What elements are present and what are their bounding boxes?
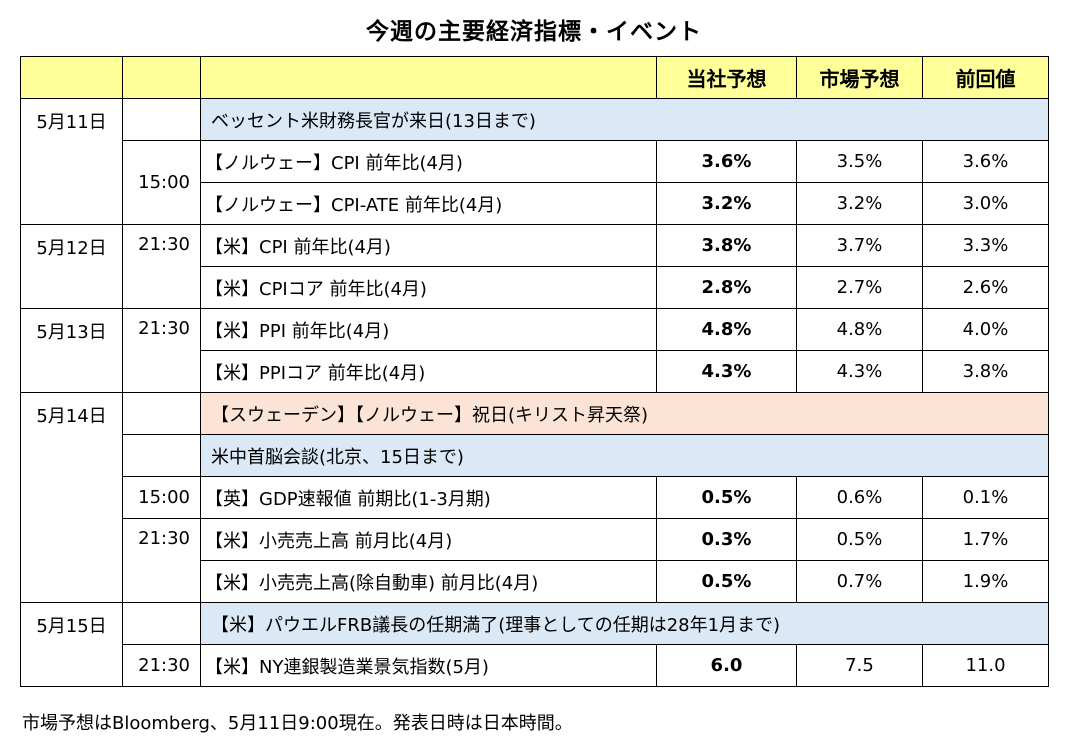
table-row: 【米】PPIコア 前年比(4月) 4.3% 4.3% 3.8%	[21, 350, 1049, 393]
time-cell	[122, 98, 201, 141]
date-cell: 5月12日	[20, 224, 123, 309]
table-row: 21:30 【米】小売売上高 前月比(4月) 0.3% 0.5% 1.7%	[21, 518, 1049, 603]
market-forecast-cell: 3.5%	[796, 140, 923, 183]
item-cell: 【米】CPIコア 前年比(4月)	[200, 266, 657, 309]
time-cell: 15:00	[122, 140, 201, 225]
previous-value-cell: 3.8%	[922, 350, 1049, 393]
market-forecast-cell: 0.5%	[796, 518, 923, 561]
item-cell: 【ノルウェー】CPI-ATE 前年比(4月)	[200, 182, 657, 225]
market-forecast-cell: 3.7%	[796, 224, 923, 267]
date-cell: 5月13日	[20, 308, 123, 393]
table-row: 【米】CPIコア 前年比(4月) 2.8% 2.7% 2.6%	[21, 266, 1049, 309]
previous-value-cell: 3.0%	[922, 182, 1049, 225]
table-row: 【ノルウェー】CPI-ATE 前年比(4月) 3.2% 3.2% 3.0%	[21, 182, 1049, 225]
event-cell: 【米】パウエルFRB議長の任期満了(理事としての任期は28年1月まで)	[200, 602, 1049, 645]
date-cell: 5月14日	[20, 392, 123, 603]
our-forecast-cell: 3.6%	[656, 140, 797, 183]
table-row: 15:00 【英】GDP速報値 前期比(1-3月期) 0.5% 0.6% 0.1…	[21, 476, 1049, 519]
our-forecast-cell: 0.3%	[656, 518, 797, 561]
table-row: 【米】小売売上高(除自動車) 前月比(4月) 0.5% 0.7% 1.9%	[21, 560, 1049, 603]
market-forecast-cell: 4.3%	[796, 350, 923, 393]
market-forecast-cell: 2.7%	[796, 266, 923, 309]
our-forecast-cell: 2.8%	[656, 266, 797, 309]
table-row: 21:30 【米】NY連銀製造業景気指数(5月) 6.0 7.5 11.0	[21, 644, 1049, 687]
table-row: 5月14日 【スウェーデン】【ノルウェー】祝日(キリスト昇天祭)	[20, 392, 1049, 603]
previous-value-cell: 0.1%	[922, 476, 1049, 519]
previous-value-cell: 11.0	[922, 644, 1049, 687]
time-cell: 21:30	[122, 308, 201, 393]
table-header-row: 当社予想 市場予想 前回値	[20, 56, 1049, 99]
table-row: 5月12日 21:30 【米】CPI 前年比(4月) 3.8% 3.7% 3.3…	[20, 224, 1049, 309]
market-forecast-cell: 4.8%	[796, 308, 923, 351]
header-time	[122, 56, 201, 99]
header-market-forecast: 市場予想	[796, 56, 923, 99]
table-row: 15:00 【ノルウェー】CPI 前年比(4月) 3.6% 3.5% 3.6%	[21, 140, 1049, 225]
item-cell: 【米】小売売上高 前月比(4月)	[200, 518, 657, 561]
footnote: 市場予想はBloomberg、5月11日9:00現在。発表日時は日本時間。	[22, 713, 573, 734]
our-forecast-cell: 0.5%	[656, 560, 797, 603]
header-our-forecast: 当社予想	[656, 56, 797, 99]
our-forecast-cell: 0.5%	[656, 476, 797, 519]
table-row: 米中首脳会談(北京、15日まで)	[21, 434, 1049, 477]
item-cell: 【米】NY連銀製造業景気指数(5月)	[200, 644, 657, 687]
previous-value-cell: 1.9%	[922, 560, 1049, 603]
item-cell: 【米】小売売上高(除自動車) 前月比(4月)	[200, 560, 657, 603]
table-row: 5月11日 ベッセント米財務長官が来日(13日まで)	[20, 98, 1049, 225]
header-previous: 前回値	[922, 56, 1049, 99]
our-forecast-cell: 6.0	[656, 644, 797, 687]
market-forecast-cell: 7.5	[796, 644, 923, 687]
event-cell: 米中首脳会談(北京、15日まで)	[200, 434, 1049, 477]
our-forecast-cell: 4.3%	[656, 350, 797, 393]
indicator-table: 当社予想 市場予想 前回値 5月11日 ベッセント米財務長官が来日(13日まで)…	[20, 56, 1049, 687]
previous-value-cell: 4.0%	[922, 308, 1049, 351]
event-cell: 【スウェーデン】【ノルウェー】祝日(キリスト昇天祭)	[200, 392, 1049, 435]
time-cell: 15:00	[122, 476, 201, 519]
item-cell: 【米】CPI 前年比(4月)	[200, 224, 657, 267]
item-cell: 【ノルウェー】CPI 前年比(4月)	[200, 140, 657, 183]
previous-value-cell: 2.6%	[922, 266, 1049, 309]
item-cell: 【米】PPI 前年比(4月)	[200, 308, 657, 351]
table-row: 5月13日 21:30 【米】PPI 前年比(4月) 4.8% 4.8% 4.0…	[20, 308, 1049, 393]
previous-value-cell: 3.6%	[922, 140, 1049, 183]
time-cell	[122, 602, 201, 645]
time-cell: 21:30	[122, 224, 201, 309]
date-cell: 5月15日	[20, 602, 123, 687]
event-cell: ベッセント米財務長官が来日(13日まで)	[200, 98, 1049, 141]
header-item	[200, 56, 657, 99]
our-forecast-cell: 3.2%	[656, 182, 797, 225]
time-cell: 21:30	[122, 518, 201, 603]
market-forecast-cell: 0.7%	[796, 560, 923, 603]
market-forecast-cell: 3.2%	[796, 182, 923, 225]
time-cell: 21:30	[122, 644, 201, 687]
time-cell	[122, 392, 201, 435]
date-cell: 5月11日	[20, 98, 123, 225]
item-cell: 【米】PPIコア 前年比(4月)	[200, 350, 657, 393]
page-title: 今週の主要経済指標・イベント	[366, 19, 702, 45]
time-cell	[122, 434, 201, 477]
header-date	[20, 56, 123, 99]
table-row: 5月15日 【米】パウエルFRB議長の任期満了(理事としての任期は28年1月まで…	[20, 602, 1049, 687]
our-forecast-cell: 4.8%	[656, 308, 797, 351]
previous-value-cell: 3.3%	[922, 224, 1049, 267]
market-forecast-cell: 0.6%	[796, 476, 923, 519]
previous-value-cell: 1.7%	[922, 518, 1049, 561]
our-forecast-cell: 3.8%	[656, 224, 797, 267]
item-cell: 【英】GDP速報値 前期比(1-3月期)	[200, 476, 657, 519]
